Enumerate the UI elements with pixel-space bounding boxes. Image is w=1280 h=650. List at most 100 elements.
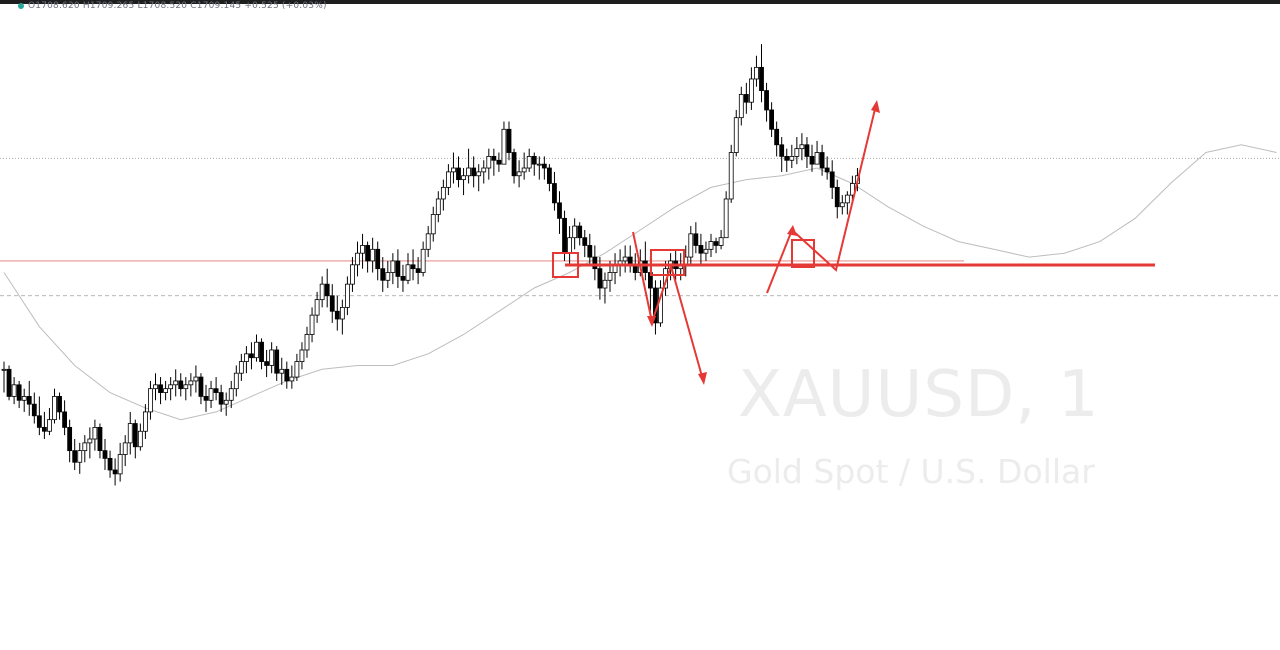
candle-body [466, 167, 472, 177]
marker-box-1[interactable] [552, 252, 579, 278]
candle-body [148, 388, 153, 413]
candle-body [193, 376, 199, 382]
candle-body [769, 109, 774, 130]
candle-body [132, 423, 138, 448]
candle-body [82, 442, 88, 452]
candle-body [344, 283, 350, 308]
candle-body [461, 175, 466, 181]
candle-body [481, 167, 487, 173]
candle-body [304, 334, 310, 351]
candle-body [57, 396, 62, 413]
candle-body [198, 376, 204, 397]
candle-body [360, 245, 365, 254]
arrowhead-4 [871, 100, 880, 113]
candle-body [723, 198, 729, 239]
candle-body [294, 361, 300, 378]
candle-body [405, 264, 411, 281]
candle-body [329, 295, 335, 312]
candle-body [243, 353, 249, 362]
candle-body [577, 225, 583, 239]
candle-body [97, 426, 103, 452]
arrowhead-3 [787, 225, 797, 236]
candle-body [471, 167, 477, 177]
candle-body [733, 117, 739, 153]
candle-body [168, 384, 174, 390]
candle-body [486, 155, 492, 169]
candle-body [36, 415, 42, 428]
candle-body [839, 202, 845, 208]
drawing-annotations[interactable] [552, 100, 1155, 385]
candle-body [47, 419, 52, 432]
candle-body [380, 268, 386, 281]
candle-body [582, 237, 588, 246]
candle-body [127, 423, 133, 444]
candle-body [77, 450, 83, 463]
candle-body [21, 396, 27, 401]
candle-body [62, 411, 67, 428]
moving-average [3, 144, 1277, 421]
candle-body [122, 442, 128, 455]
candle-body [87, 438, 93, 444]
candle-body [602, 279, 608, 289]
candle-body [92, 426, 98, 440]
zigzag-arrow-up[interactable] [766, 104, 877, 294]
candle-body [799, 144, 805, 150]
arrowhead-1 [647, 316, 656, 327]
candle-body [451, 167, 456, 173]
candle-body [789, 155, 795, 161]
candle-body [137, 430, 143, 448]
candle-body [607, 272, 613, 281]
candle-body [728, 152, 734, 200]
candle-body [774, 128, 780, 146]
zigzag-arrow-down[interactable] [632, 231, 704, 381]
candle-body [42, 426, 47, 432]
candle-body [536, 163, 542, 166]
arrowhead-2 [698, 372, 707, 385]
candle-body [183, 384, 189, 390]
candle-body [749, 78, 754, 103]
candle-body [557, 202, 562, 219]
candle-body [476, 171, 482, 177]
candle-body [552, 183, 557, 204]
market-status-icon [18, 2, 24, 9]
candle-body [153, 384, 158, 390]
candle-body [420, 248, 426, 273]
candle-body [410, 264, 416, 270]
candle-body [819, 152, 825, 169]
candle-body [178, 380, 184, 390]
candle-body [814, 152, 820, 165]
ohlc-values: O1708.620 H1709.265 L1708.520 C1709.145 … [28, 1, 327, 11]
candle-body [355, 252, 360, 266]
candle-body [844, 194, 850, 204]
candle-body [385, 272, 391, 281]
candle-body [233, 372, 239, 390]
candle-body [445, 171, 451, 188]
candle-body [259, 341, 264, 362]
candle-body [67, 426, 73, 452]
candle-body [284, 368, 290, 382]
moving-average-line [3, 144, 1277, 421]
candle-body [375, 248, 381, 270]
candle-body [238, 361, 244, 374]
candle-body [496, 159, 502, 165]
candle-body [698, 245, 704, 254]
candle-body [319, 283, 325, 301]
candle-body [117, 454, 123, 475]
marker-box-3[interactable] [791, 239, 815, 268]
candle-body [784, 155, 790, 161]
candle-body [390, 260, 396, 273]
candle-body [142, 411, 148, 432]
candle-body [713, 241, 719, 246]
candle-body [1, 368, 7, 371]
candle-body [365, 245, 371, 262]
candle-body [339, 306, 345, 320]
candlestick-series [1, 44, 860, 486]
candle-body [289, 376, 295, 382]
candle-body [163, 388, 169, 393]
candle-body [249, 353, 254, 359]
candle-body [11, 384, 17, 397]
candle-body [592, 256, 598, 270]
candle-body [829, 171, 835, 188]
symbol-watermark: XAUUSD, 1 [738, 358, 1100, 432]
